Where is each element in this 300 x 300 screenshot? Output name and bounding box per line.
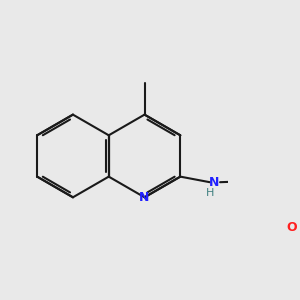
Text: H: H xyxy=(206,188,215,198)
Text: N: N xyxy=(208,176,219,190)
Text: N: N xyxy=(139,191,150,204)
Text: O: O xyxy=(286,221,297,234)
